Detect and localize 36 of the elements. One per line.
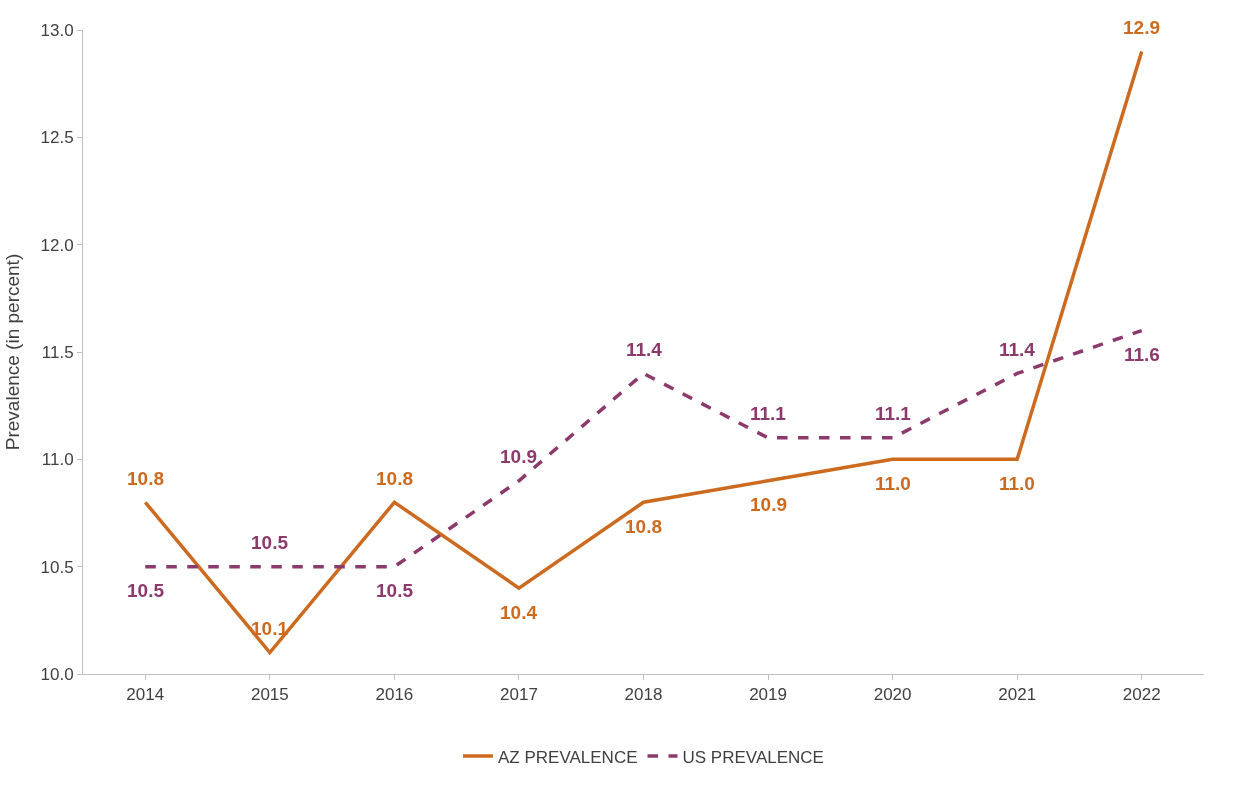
y-tick-label: 12.5 (40, 128, 74, 148)
y-tick-label: 11.0 (41, 450, 74, 470)
y-tick-label: 10.0 (40, 664, 74, 684)
data-label: 11.6 (1124, 344, 1160, 365)
data-label: 10.5 (251, 532, 289, 553)
y-tick-label: 11.5 (41, 342, 74, 362)
legend-label: US PREVALENCE (682, 747, 824, 767)
data-label: 11.4 (626, 339, 663, 360)
y-tick-label: 10.5 (40, 557, 74, 577)
y-tick-label: 12.0 (40, 235, 74, 255)
x-tick-label: 2021 (998, 685, 1037, 705)
data-label: 10.9 (500, 446, 537, 467)
x-tick-label: 2019 (749, 685, 787, 705)
x-tick-label: 2022 (1122, 685, 1161, 705)
y-tick-label: 13.0 (40, 20, 74, 40)
data-label: 11.1 (875, 403, 912, 424)
x-tick-label: 2017 (500, 685, 538, 705)
x-tick-label: 2015 (250, 685, 289, 705)
x-tick-label: 2016 (375, 685, 414, 705)
data-label: 12.9 (1123, 17, 1160, 38)
data-label: 10.5 (127, 580, 165, 601)
legend-label: AZ PREVALENCE (498, 747, 638, 767)
data-label: 10.8 (127, 468, 164, 489)
data-label: 10.8 (376, 468, 413, 489)
data-label: 10.8 (625, 516, 662, 537)
data-label: 11.0 (999, 473, 1035, 494)
data-label: 11.1 (750, 403, 787, 424)
data-label: 10.9 (750, 494, 787, 515)
x-tick-label: 2018 (624, 685, 663, 705)
data-label: 10.4 (500, 602, 538, 623)
data-label: 10.5 (376, 580, 414, 601)
data-label: 11.0 (875, 473, 911, 494)
data-label: 11.4 (999, 339, 1036, 360)
x-tick-label: 2014 (126, 685, 165, 705)
x-tick-label: 2020 (873, 685, 912, 705)
y-axis-title: Prevalence (in percent) (2, 253, 24, 451)
